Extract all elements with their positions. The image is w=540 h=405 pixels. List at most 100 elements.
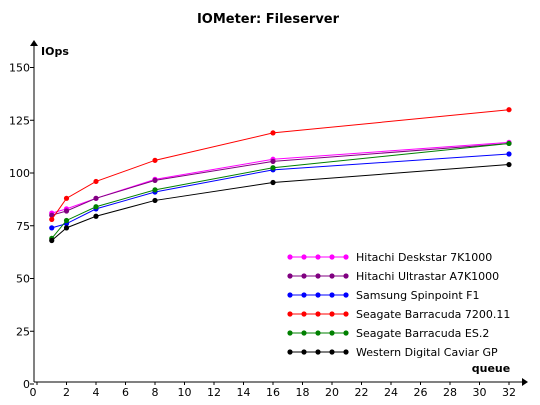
legend-marker <box>343 311 349 317</box>
data-point <box>152 197 158 204</box>
series-2 <box>49 140 512 218</box>
series-line <box>51 141 510 214</box>
y-tick-label: 0 <box>23 378 30 391</box>
x-tick-label: 12 <box>207 386 221 399</box>
x-axis-arrow <box>522 378 528 386</box>
data-point <box>93 213 99 219</box>
legend-marker <box>301 311 307 317</box>
legend-marker <box>287 311 293 317</box>
legend-item: Hitachi Ultrastar A7K1000 <box>287 270 499 283</box>
x-tick-label: 32 <box>502 386 516 399</box>
series-6 <box>49 161 512 244</box>
legend-marker <box>287 330 293 336</box>
legend-marker <box>329 311 335 317</box>
legend-label: Hitachi Ultrastar A7K1000 <box>356 270 499 283</box>
data-point <box>93 204 99 210</box>
y-tick-label: 100 <box>9 167 30 180</box>
chart-title: IOMeter: Fileserver <box>197 12 340 27</box>
data-point <box>63 195 70 201</box>
series-1 <box>49 139 512 216</box>
data-point <box>152 187 158 193</box>
legend-marker <box>343 273 349 279</box>
series-line <box>51 142 510 216</box>
data-point <box>49 216 55 223</box>
legend-marker <box>343 349 349 355</box>
data-point <box>93 195 99 201</box>
legend-marker <box>315 273 321 279</box>
data-point <box>63 217 70 224</box>
legend-label: Samsung Spinpoint F1 <box>356 289 479 302</box>
legend: Hitachi Deskstar 7K1000 Hitachi Ultrastar… <box>287 251 510 359</box>
series-line <box>51 142 510 239</box>
data-point <box>506 151 512 157</box>
x-tick-label: 0 <box>30 386 37 399</box>
data-point <box>63 225 70 231</box>
x-tick-label: 4 <box>93 386 100 399</box>
x-tick-label: 10 <box>178 386 192 399</box>
legend-marker <box>329 254 335 260</box>
x-tick-label: 6 <box>122 386 129 399</box>
x-tick-label: 22 <box>355 386 369 399</box>
legend-marker <box>343 330 349 336</box>
legend-label: Seagate Barracuda 7200.11 <box>356 308 510 321</box>
x-tick-label: 8 <box>152 386 159 399</box>
x-tick-label: 26 <box>414 386 428 399</box>
data-point <box>270 165 276 171</box>
legend-marker <box>287 349 293 355</box>
data-point <box>63 208 70 214</box>
series-line <box>51 109 510 220</box>
y-tick-label: 125 <box>9 114 30 127</box>
data-point <box>49 212 55 218</box>
x-tick-label: 14 <box>237 386 251 399</box>
legend-item: Western Digital Caviar GP <box>287 346 498 359</box>
y-axis-arrow <box>30 40 38 46</box>
plot-area <box>49 107 512 244</box>
data-point <box>152 157 158 163</box>
x-tick-label: 18 <box>296 386 310 399</box>
y-tick-label: 50 <box>16 273 30 286</box>
legend-marker <box>301 254 307 260</box>
legend-label: Western Digital Caviar GP <box>356 346 498 359</box>
series-line <box>51 164 510 241</box>
x-tick-label: 16 <box>266 386 280 399</box>
legend-marker <box>315 311 321 317</box>
y-axis-label: IOps <box>41 45 69 58</box>
data-point <box>506 107 512 113</box>
legend-marker <box>287 292 293 298</box>
legend-item: Seagate Barracuda 7200.11 <box>287 308 510 321</box>
data-point <box>506 140 512 147</box>
data-point <box>49 237 55 244</box>
legend-marker <box>329 349 335 355</box>
data-point <box>93 178 99 185</box>
legend-item: Seagate Barracuda ES.2 <box>287 327 489 340</box>
data-point <box>270 130 276 136</box>
x-tick-label: 28 <box>443 386 457 399</box>
legend-marker <box>301 292 307 298</box>
data-point <box>152 177 158 183</box>
series-5 <box>49 140 512 242</box>
legend-marker <box>287 254 293 260</box>
x-tick-label: 2 <box>63 386 70 399</box>
legend-marker <box>315 254 321 260</box>
x-tick-label: 24 <box>384 386 398 399</box>
legend-marker <box>343 292 349 298</box>
data-point <box>49 225 55 231</box>
legend-marker <box>315 349 321 355</box>
legend-marker <box>315 330 321 336</box>
legend-marker <box>343 254 349 260</box>
series-4 <box>49 107 512 223</box>
x-axis-label: queue <box>472 362 510 375</box>
legend-item: Samsung Spinpoint F1 <box>287 289 479 302</box>
legend-label: Seagate Barracuda ES.2 <box>356 327 489 340</box>
legend-label: Hitachi Deskstar 7K1000 <box>356 251 492 264</box>
x-tick-label: 30 <box>473 386 487 399</box>
data-point <box>506 161 512 168</box>
legend-marker <box>301 349 307 355</box>
legend-marker <box>301 273 307 279</box>
legend-marker <box>315 292 321 298</box>
data-point <box>270 179 276 186</box>
legend-marker <box>329 292 335 298</box>
y-tick-label: 75 <box>16 220 30 233</box>
legend-marker <box>287 273 293 279</box>
